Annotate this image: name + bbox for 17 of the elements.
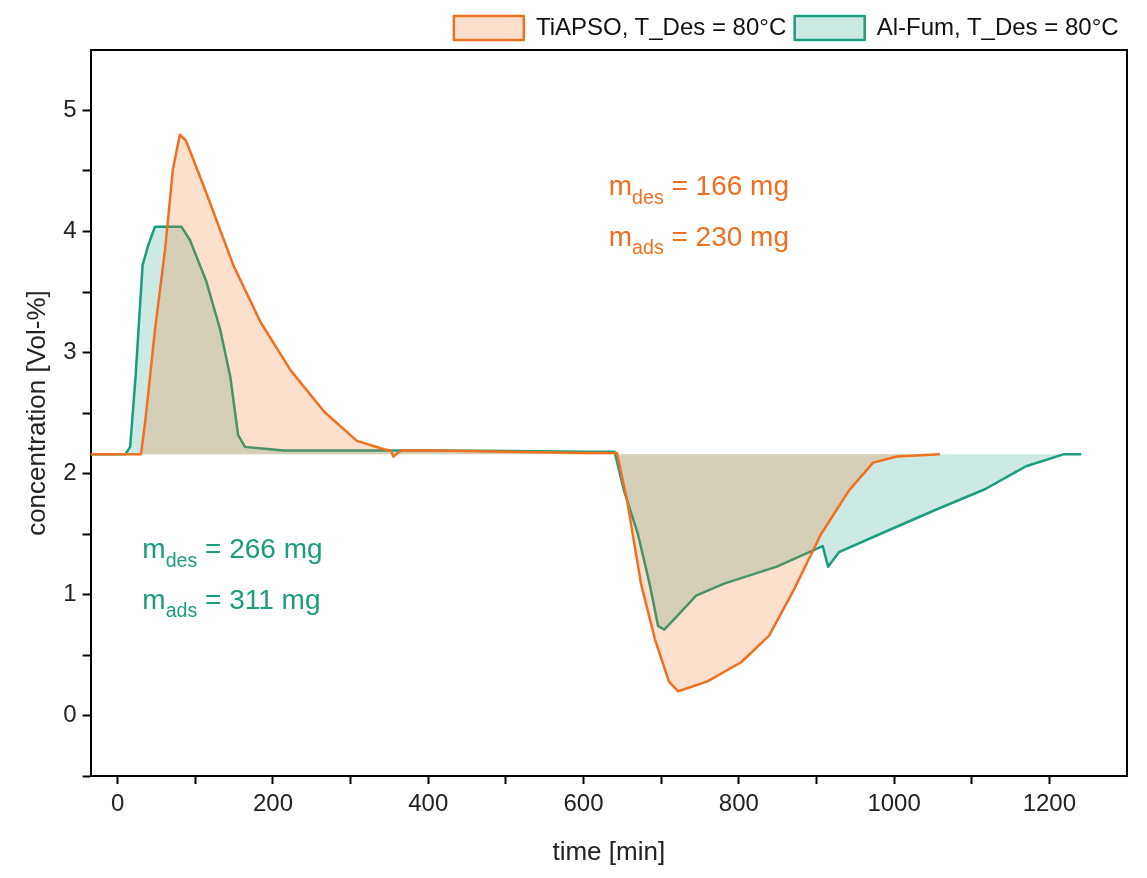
x-tick-label: 600 bbox=[563, 789, 604, 817]
y-tick-label: 0 bbox=[63, 700, 77, 728]
x-tick-label: 400 bbox=[408, 789, 449, 817]
y-tick-label: 5 bbox=[63, 95, 77, 123]
y-tick-label: 3 bbox=[63, 337, 77, 365]
x-tick-label: 200 bbox=[252, 789, 294, 817]
y-tick-label: 1 bbox=[63, 579, 77, 607]
x-axis-title: time [min] bbox=[552, 835, 666, 866]
legend-label: Al-Fum, T_Des = 80°C bbox=[876, 12, 1119, 40]
x-tick-label: 0 bbox=[111, 789, 125, 817]
x-tick-label: 1000 bbox=[867, 789, 921, 817]
x-tick-label: 1200 bbox=[1022, 789, 1077, 817]
legend-label: TiAPSO, T_Des = 80°C bbox=[535, 12, 787, 40]
y-axis-title: concentration [Vol-%] bbox=[20, 290, 51, 536]
y-tick-label: 2 bbox=[63, 458, 77, 486]
y-tick-label: 4 bbox=[63, 216, 77, 244]
x-tick-label: 800 bbox=[718, 789, 759, 817]
